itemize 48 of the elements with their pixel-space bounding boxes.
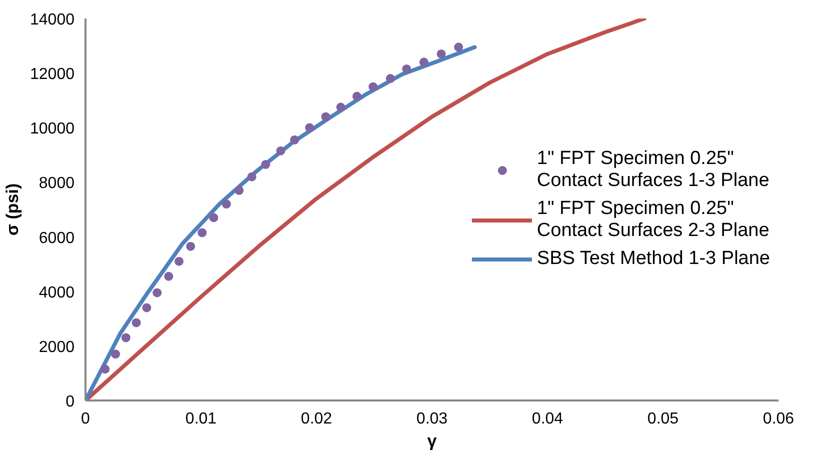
- y-tick-label: 8000: [38, 175, 75, 192]
- point: [402, 64, 412, 74]
- point: [234, 186, 244, 195]
- y-tick-label: 6000: [38, 230, 75, 247]
- y-tick-label: 0: [66, 394, 75, 410]
- point: [321, 112, 330, 122]
- point: [132, 318, 141, 328]
- x-tick-label: 0.02: [300, 410, 332, 428]
- point: [174, 256, 184, 266]
- legend-label: SBS Test Method 1-3 Plane: [536, 248, 770, 270]
- point: [436, 49, 446, 58]
- point: [305, 123, 314, 132]
- point: [352, 92, 362, 101]
- point: [142, 303, 152, 312]
- y-tick-label: 4000: [38, 284, 75, 302]
- y-tick-label: 12000: [30, 66, 75, 84]
- point: [290, 135, 300, 144]
- legend-label: 1" FPT Specimen 0.25" Contact Surfaces 2-3 Plane: [536, 198, 770, 242]
- point: [368, 82, 378, 92]
- x-axis-title: γ: [427, 432, 438, 450]
- legend-label: 1" FPT Specimen 0.25" Contact Surfaces 1-3 Plane: [536, 148, 770, 192]
- y-tick-label: 14000: [30, 12, 75, 28]
- point: [100, 364, 110, 374]
- x-tick-label: 0.04: [532, 410, 564, 428]
- point: [121, 333, 130, 342]
- point: [111, 350, 120, 359]
- point: [419, 58, 428, 67]
- x-tick-label: 0.03: [416, 410, 448, 428]
- line-series: [86, 45, 477, 400]
- point: [222, 200, 231, 209]
- point: [152, 288, 162, 298]
- point: [247, 172, 256, 182]
- y-tick-label: 2000: [38, 338, 75, 356]
- x-tick-label: 0.06: [762, 410, 794, 428]
- x-tick-label: 0.05: [647, 410, 679, 428]
- point: [261, 160, 270, 169]
- point: [386, 74, 395, 84]
- point: [198, 228, 207, 238]
- point: [209, 213, 218, 222]
- point: [276, 146, 286, 156]
- x-tick-label: 0.01: [185, 410, 217, 428]
- x-tick-label: 0: [81, 410, 90, 428]
- y-tick-label: 10000: [30, 120, 75, 138]
- point: [454, 42, 464, 52]
- point: [164, 272, 174, 281]
- point: [336, 102, 346, 112]
- y-axis-title: σ (psi): [3, 183, 22, 236]
- point: [186, 242, 196, 251]
